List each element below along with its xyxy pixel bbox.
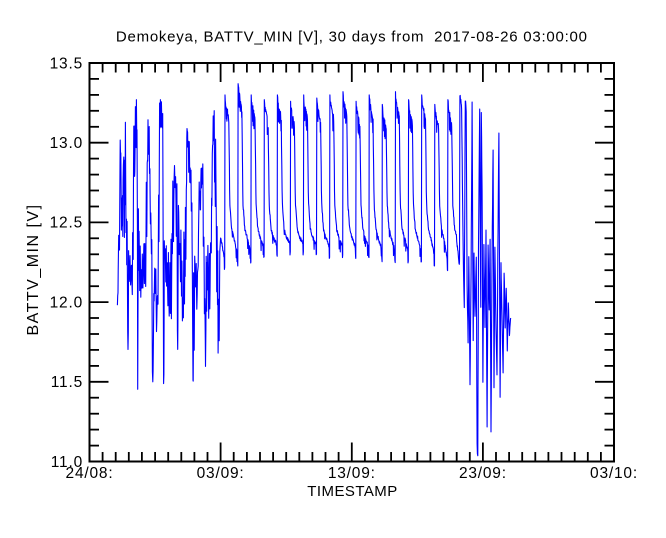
svg-text:11.0: 11.0 <box>51 454 83 471</box>
svg-text:12.5: 12.5 <box>50 215 83 232</box>
svg-text:11.5: 11.5 <box>51 374 83 391</box>
svg-text:TIMESTAMP: TIMESTAMP <box>307 483 397 500</box>
svg-text:Demokeya, BATTV_MIN [V], 30 da: Demokeya, BATTV_MIN [V], 30 days from 20… <box>116 29 588 46</box>
svg-text:24/08:: 24/08: <box>66 465 114 482</box>
svg-text:23/09:: 23/09: <box>459 465 507 482</box>
svg-text:13.5: 13.5 <box>50 55 83 72</box>
svg-text:13.0: 13.0 <box>50 135 83 152</box>
svg-text:12.0: 12.0 <box>50 294 83 311</box>
svg-text:03/10:: 03/10: <box>590 465 638 482</box>
svg-text:13/09:: 13/09: <box>328 465 376 482</box>
svg-text:BATTV_MIN [V]: BATTV_MIN [V] <box>25 203 42 335</box>
svg-text:03/09:: 03/09: <box>197 465 245 482</box>
